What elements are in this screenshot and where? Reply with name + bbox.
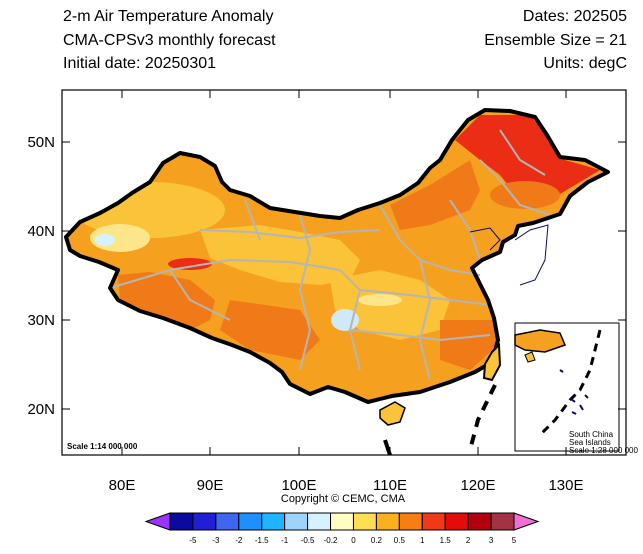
colorbar-swatch xyxy=(375,512,400,531)
lat-ticks xyxy=(62,141,626,410)
lon-label-120e: 120E xyxy=(460,477,495,494)
colorbar-swatch xyxy=(307,512,332,531)
southeast-warm xyxy=(440,320,498,370)
inset-label-line2: Sea Islands xyxy=(569,438,611,447)
lon-label-80e: 80E xyxy=(109,477,136,494)
lat-label-30n: 30N xyxy=(27,312,55,329)
colorbar-swatch xyxy=(192,512,217,531)
colorbar-label: 1 xyxy=(420,536,425,545)
colorbar-swatch xyxy=(284,512,309,531)
colorbar-label: -5 xyxy=(189,536,197,545)
lon-label-110e: 110E xyxy=(373,477,407,494)
lat-label-20n: 20N xyxy=(27,401,55,418)
colorbar-label: -2 xyxy=(235,536,243,545)
lon-label-130e: 130E xyxy=(548,477,583,494)
inset-map: South China Sea Islands Scale 1:28 000 0… xyxy=(514,322,638,455)
colorbar-label: -3 xyxy=(212,536,220,545)
copyright: Copyright © CEMC, CMA xyxy=(281,493,406,505)
colorbar-label: 3 xyxy=(489,536,494,545)
colorbar: -5 -3 -2 -1.5 -1 -0.5 -0.2 0 0.2 0.5 1 1.5 2 3 5 xyxy=(144,512,540,545)
colorbar-label: 0.2 xyxy=(371,536,383,545)
inset-coast xyxy=(514,329,566,353)
map-title: 2-m Air Temperature Anomaly xyxy=(63,8,274,25)
colorbar-label: 1.5 xyxy=(440,536,452,545)
colorbar-swatch xyxy=(421,512,446,531)
province-boundaries xyxy=(109,129,551,381)
korea-coastline xyxy=(514,224,549,286)
colorbar-min-arrow xyxy=(144,512,171,531)
south-warm xyxy=(330,350,400,395)
northeast-hot-zone xyxy=(455,115,600,200)
colorbar-max-arrow xyxy=(513,512,540,531)
colorbar-label: 0 xyxy=(351,536,356,545)
colorbar-swatch xyxy=(330,512,354,531)
colorbar-label: 2 xyxy=(466,536,471,545)
units-label: Units: degC xyxy=(543,55,627,72)
colorbar-swatch xyxy=(238,512,263,531)
colorbar-swatch xyxy=(444,512,469,531)
northeast-warm-zone xyxy=(490,181,560,209)
ensemble-size: Ensemble Size = 21 xyxy=(484,32,627,49)
inset-scale: Scale 1:28 000 000 xyxy=(569,446,638,455)
colorbar-swatch xyxy=(352,512,377,531)
west-cool-spot xyxy=(95,234,115,246)
colorbar-label: 0.5 xyxy=(394,536,406,545)
forecast-dates: Dates: 202505 xyxy=(522,8,627,25)
bohai-coastline xyxy=(469,227,501,251)
lon-ticks xyxy=(121,90,567,455)
hainan-island xyxy=(379,401,406,426)
plateau-mild-zone xyxy=(200,225,360,285)
inset-label-line1: South China xyxy=(569,430,614,439)
tibet-hot-band xyxy=(168,258,212,270)
colorbar-swatch xyxy=(215,512,240,531)
maritime-boundary-south xyxy=(383,439,392,455)
lon-label-90e: 90E xyxy=(197,477,224,494)
national-border xyxy=(64,108,610,404)
southwest-warm xyxy=(220,300,320,360)
inset-islands xyxy=(559,369,589,415)
lon-label-100e: 100E xyxy=(281,477,316,494)
map-scale: Scale 1:14 000 000 xyxy=(67,442,138,451)
colorbar-swatch xyxy=(169,512,194,531)
colorbar-label: 5 xyxy=(512,536,517,545)
colorbar-swatch xyxy=(490,512,515,531)
taiwan-island xyxy=(482,342,502,382)
colorbar-swatch xyxy=(467,512,492,531)
initial-date: Initial date: 20250301 xyxy=(63,55,217,72)
colorbar-label: -1.5 xyxy=(255,536,269,545)
tibet-strong-warm xyxy=(118,272,215,330)
colorbar-label: -1 xyxy=(281,536,289,545)
inset-dashed-line xyxy=(538,329,602,437)
lat-label-40n: 40N xyxy=(27,223,55,240)
colorbar-swatch xyxy=(398,512,423,531)
lat-label-50n: 50N xyxy=(27,134,55,151)
central-light-zone xyxy=(358,294,402,306)
map-subtitle: CMA-CPSv3 monthly forecast xyxy=(63,32,276,49)
colorbar-label: -0.2 xyxy=(324,536,338,545)
inset-hainan xyxy=(524,351,536,363)
maritime-boundary xyxy=(468,384,497,451)
colorbar-swatch xyxy=(261,512,286,531)
colorbar-label: -0.5 xyxy=(301,536,315,545)
